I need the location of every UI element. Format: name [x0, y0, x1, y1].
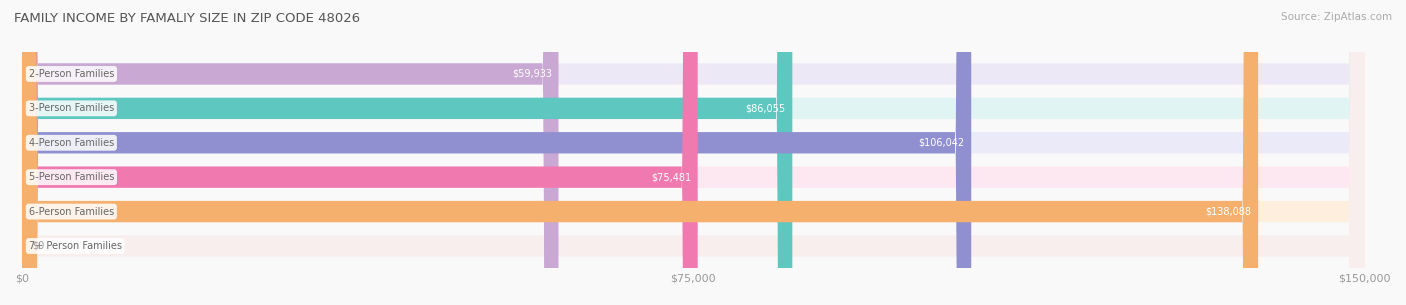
Text: 5-Person Families: 5-Person Families	[28, 172, 114, 182]
Text: $0: $0	[32, 241, 45, 251]
Text: Source: ZipAtlas.com: Source: ZipAtlas.com	[1281, 12, 1392, 22]
FancyBboxPatch shape	[22, 0, 1258, 305]
FancyBboxPatch shape	[22, 0, 697, 305]
FancyBboxPatch shape	[22, 0, 1365, 305]
Text: $106,042: $106,042	[918, 138, 965, 148]
FancyBboxPatch shape	[22, 0, 1365, 305]
FancyBboxPatch shape	[22, 0, 1365, 305]
FancyBboxPatch shape	[22, 0, 793, 305]
FancyBboxPatch shape	[22, 0, 972, 305]
FancyBboxPatch shape	[22, 0, 1365, 305]
Text: 6-Person Families: 6-Person Families	[28, 206, 114, 217]
Text: $75,481: $75,481	[651, 172, 690, 182]
Text: 3-Person Families: 3-Person Families	[28, 103, 114, 113]
Text: 4-Person Families: 4-Person Families	[28, 138, 114, 148]
Text: $138,088: $138,088	[1205, 206, 1251, 217]
Text: $59,933: $59,933	[512, 69, 551, 79]
FancyBboxPatch shape	[22, 0, 1365, 305]
FancyBboxPatch shape	[22, 0, 558, 305]
FancyBboxPatch shape	[22, 0, 1365, 305]
Text: 2-Person Families: 2-Person Families	[28, 69, 114, 79]
Text: $86,055: $86,055	[745, 103, 786, 113]
Text: FAMILY INCOME BY FAMALIY SIZE IN ZIP CODE 48026: FAMILY INCOME BY FAMALIY SIZE IN ZIP COD…	[14, 12, 360, 25]
Text: 7+ Person Families: 7+ Person Families	[28, 241, 122, 251]
